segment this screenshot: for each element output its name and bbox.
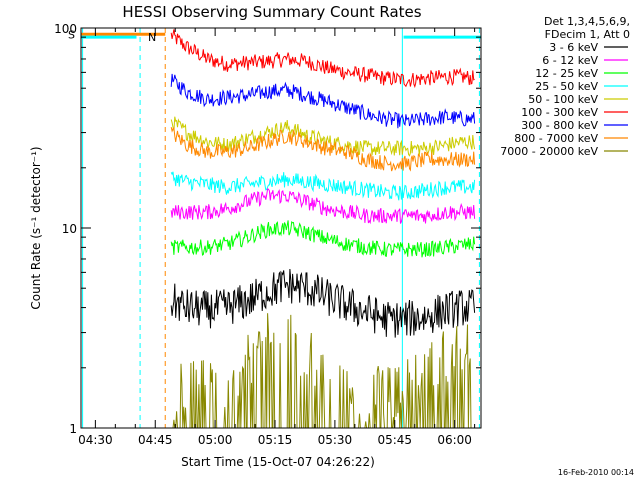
x-tick-label-3: 05:00 — [198, 433, 233, 447]
x-tick-label-2: 04:45 — [138, 433, 173, 447]
x-tick-label-4: 05:15 — [258, 433, 293, 447]
legend-header-2: FDecim 1, Att 0 — [545, 28, 630, 41]
legend-label-7: 300 - 800 keV — [521, 119, 598, 132]
series-100-300-kev — [170, 29, 475, 89]
series-50-100-kev — [170, 116, 476, 157]
marker-label-n: N — [148, 31, 156, 44]
y-tick-label-2: 10 — [62, 222, 77, 236]
series-6-12-kev — [170, 188, 476, 225]
series-line — [170, 220, 476, 258]
series-line — [170, 171, 476, 201]
legend-label-2: 6 - 12 keV — [542, 54, 598, 67]
legend: Det 1,3,4,5,6,9, FDecim 1, Att 0 3 - 6 k… — [500, 15, 630, 158]
footer-date: 16-Feb-2010 00:14 — [558, 468, 634, 477]
series-300-800-kev — [170, 73, 476, 129]
chart-title: HESSI Observing Summary Count Rates — [122, 3, 421, 21]
y-tick-label-1: 1 — [69, 422, 77, 436]
x-tick-label-1: 04:30 — [78, 433, 113, 447]
legend-label-6: 100 - 300 keV — [521, 106, 598, 119]
legend-label-3: 12 - 25 keV — [535, 67, 598, 80]
legend-label-4: 25 - 50 keV — [535, 80, 598, 93]
y-axis-label: Count Rate (s⁻¹ detector⁻¹) — [29, 146, 43, 309]
y-tick-label-3: 100 — [54, 22, 77, 36]
x-tick-label-5: 05:30 — [318, 433, 353, 447]
legend-label-1: 3 - 6 keV — [549, 41, 598, 54]
series-line — [170, 188, 476, 225]
legend-label-9: 7000 - 20000 keV — [500, 145, 598, 158]
marker-label-s: S — [68, 28, 75, 41]
series-12-25-kev — [170, 220, 476, 258]
series-line — [170, 116, 476, 157]
series-3-6-kev — [170, 268, 476, 338]
legend-header-1: Det 1,3,4,5,6,9, — [544, 15, 630, 28]
series-line — [170, 268, 476, 338]
legend-label-8: 800 - 7000 keV — [514, 132, 598, 145]
axes: 04:30 04:45 05:00 05:15 05:30 05:45 06:00 1 10 10… — [54, 22, 481, 447]
x-tick-label-6: 05:45 — [377, 433, 412, 447]
series-25-50-kev — [170, 171, 476, 201]
series-line — [170, 73, 476, 129]
legend-label-5: 50 - 100 keV — [528, 93, 598, 106]
x-tick-label-7: 06:00 — [437, 433, 472, 447]
series-line — [170, 29, 475, 89]
series-line — [170, 126, 476, 172]
x-axis-label: Start Time (15-Oct-07 04:26:22) — [181, 455, 375, 469]
series-800-7000-kev — [170, 126, 476, 172]
